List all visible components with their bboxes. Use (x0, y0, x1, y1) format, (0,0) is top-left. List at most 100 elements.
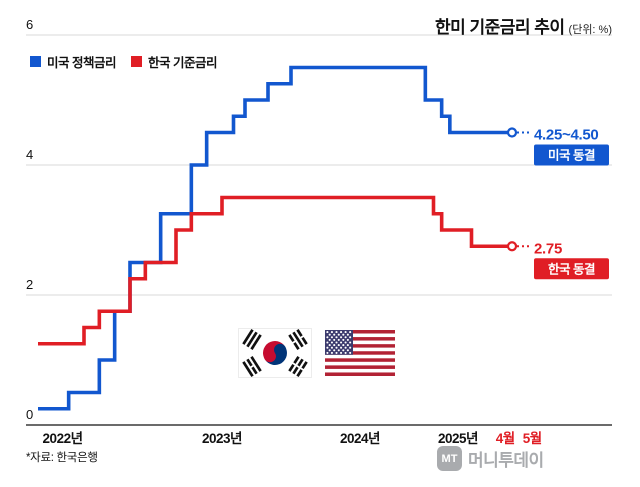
us-flag-star (349, 351, 352, 354)
freeze-badge (534, 258, 609, 280)
us-flag-star (346, 349, 349, 352)
us-flag-star (349, 336, 352, 339)
moneytoday-logo-icon: MT (437, 446, 462, 471)
trigram-bar (292, 366, 299, 375)
moneytoday-wordmark: 머니투데이 (468, 451, 544, 470)
legend-item-korea: 한국 기준금리 (130, 52, 217, 71)
moneytoday-watermark: MT 머니투데이 (437, 446, 544, 471)
us-flag-star (340, 341, 343, 344)
us-flag-stripe (325, 330, 395, 334)
legend-swatch-korea (130, 56, 142, 67)
trigram-bar (242, 329, 254, 345)
y-axis-tick-label: 0 (26, 407, 33, 422)
taegeuk-icon (263, 341, 287, 365)
us-flag-star (346, 344, 349, 347)
us-flag-star (346, 338, 349, 341)
legend-label-korea: 한국 기준금리 (147, 56, 217, 70)
us-flag-star (340, 331, 343, 334)
legend: 미국 정책금리 한국 기준금리 (30, 52, 217, 71)
us-flag-star (330, 346, 333, 349)
trigram-bar (242, 361, 254, 377)
end-value-label: 2.75 (534, 240, 562, 257)
us-flag-stripe (325, 368, 395, 373)
trigrams (242, 329, 308, 377)
us-flag-star (326, 331, 329, 334)
x-axis-tick-label: 2023년 (202, 431, 242, 446)
trigram-icon (242, 356, 262, 377)
us-flag-stripes (325, 330, 395, 376)
us-flag-star (337, 349, 340, 352)
trigram-bar (296, 369, 303, 377)
us-flag-star (337, 344, 340, 347)
korea-flag-icon (238, 328, 312, 378)
us-flag-star (326, 336, 329, 339)
end-marker (506, 241, 518, 252)
trigram-icon (288, 329, 308, 350)
trigram-bar (292, 331, 304, 348)
us-flag-stripe (325, 361, 395, 366)
us-flag-stripe (325, 372, 395, 376)
series-line-us (38, 65, 512, 411)
x-axis-tick-label: 5월 (523, 430, 542, 446)
legend-swatch-us (30, 56, 41, 67)
us-flag-star (337, 338, 340, 341)
end-value-label: 4.25~4.50 (534, 127, 598, 144)
us-flag-star (344, 351, 347, 354)
y-axis-tick-label: 4 (26, 147, 33, 162)
chart-title-text: 한미 기준금리 추이 (434, 18, 565, 37)
us-flag-stripe (325, 358, 395, 362)
us-flag-star (330, 351, 333, 354)
trigram-bar (251, 366, 258, 375)
x-axis-tick-label: 2022년 (43, 431, 83, 446)
y-axis-tick-label: 2 (26, 277, 33, 292)
us-flag-star (328, 333, 331, 336)
trigram-bar (246, 358, 253, 367)
end-marker (506, 127, 518, 138)
us-flag-stripe (325, 340, 395, 345)
us-flag-stripe (325, 351, 395, 355)
us-flag-star (337, 333, 340, 336)
trigram-icon (288, 356, 308, 377)
us-flag-star (330, 336, 333, 339)
trigram-bar (250, 356, 262, 372)
series-line-korea (38, 195, 512, 346)
us-flag-star (342, 338, 345, 341)
us-flag-star (328, 349, 331, 352)
us-flag-stars (326, 331, 352, 354)
us-flag-stripe (325, 347, 395, 352)
us-flag-stripe (325, 354, 395, 359)
us-flag-star (344, 346, 347, 349)
trigram-bar (293, 342, 300, 350)
freeze-badge (534, 144, 609, 166)
us-flag-star (342, 333, 345, 336)
chart-title: 한미 기준금리 추이 (단위: %) (435, 13, 612, 38)
us-flag-star (326, 351, 329, 354)
us-flag-star (335, 346, 338, 349)
us-flag-star (335, 336, 338, 339)
x-axis-tick-label: 2025년 (438, 431, 478, 446)
trigram-bar (246, 331, 258, 348)
us-flag-star (346, 333, 349, 336)
us-flag-star (340, 351, 343, 354)
us-flag-star (326, 341, 329, 344)
chart-unit-label: (단위: %) (568, 24, 612, 36)
us-flag-star (333, 333, 336, 336)
us-flag-star (349, 346, 352, 349)
us-flag-star (344, 336, 347, 339)
x-axis-tick-label: 2024년 (340, 431, 380, 446)
trigram-bar (297, 358, 304, 367)
trigram-bar (301, 336, 308, 345)
us-flag-star (349, 341, 352, 344)
freeze-badge-label: 한국 동결 (548, 261, 595, 276)
us-flag-star (333, 349, 336, 352)
us-flag-star (335, 351, 338, 354)
us-flag-star (335, 331, 338, 334)
x-axis-tick-label: 4월 (496, 430, 515, 446)
legend-item-us: 미국 정책금리 (30, 52, 116, 71)
trigram-bar (250, 334, 262, 350)
us-flag-star (344, 341, 347, 344)
us-flag-stripe (325, 337, 395, 341)
us-flag-stripe (325, 333, 395, 338)
us-flag-star (340, 346, 343, 349)
